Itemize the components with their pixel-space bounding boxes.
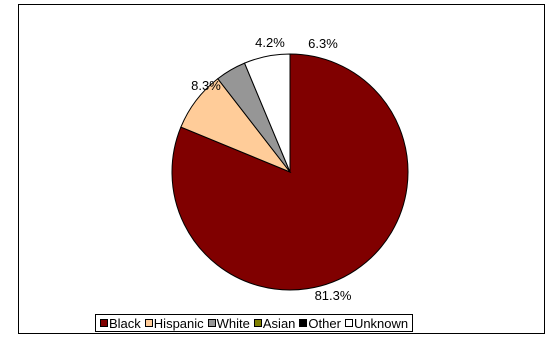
legend-label-asian: Asian xyxy=(262,315,296,331)
pie-data-labels: 81.3% 8.3% 4.2% 6.3% xyxy=(191,35,352,303)
legend-swatch-other xyxy=(299,319,308,327)
legend-label-white: White xyxy=(216,315,250,331)
data-label-unknown: 6.3% xyxy=(308,36,338,51)
pie-slice-unknown xyxy=(243,53,291,173)
legend-item-white: White xyxy=(207,315,250,331)
legend-swatch-hispanic xyxy=(144,319,153,327)
legend-swatch-black xyxy=(100,319,108,327)
legend-item-asian: Asian xyxy=(253,315,296,331)
legend-item-other: Other xyxy=(299,316,341,331)
pie-slice-black xyxy=(171,53,409,291)
data-label-hispanic: 8.3% xyxy=(191,78,221,93)
legend-label-hispanic: Hispanic xyxy=(153,315,204,331)
legend-label-other: Other xyxy=(308,315,341,331)
legend: Black Hispanic White Asian Other Unknown xyxy=(95,314,414,332)
legend-swatch-unknown xyxy=(344,319,353,327)
legend-item-black: Black xyxy=(100,316,141,331)
legend-swatch-asian xyxy=(253,319,262,327)
legend-item-unknown: Unknown xyxy=(344,315,409,331)
legend-swatch-white xyxy=(207,319,216,327)
pie-slices xyxy=(171,53,409,291)
legend-label-unknown: Unknown xyxy=(353,315,409,331)
data-label-black: 81.3% xyxy=(315,288,352,303)
legend-label-black: Black xyxy=(109,315,141,331)
legend-item-hispanic: Hispanic xyxy=(144,315,204,331)
data-label-white: 4.2% xyxy=(255,35,285,50)
